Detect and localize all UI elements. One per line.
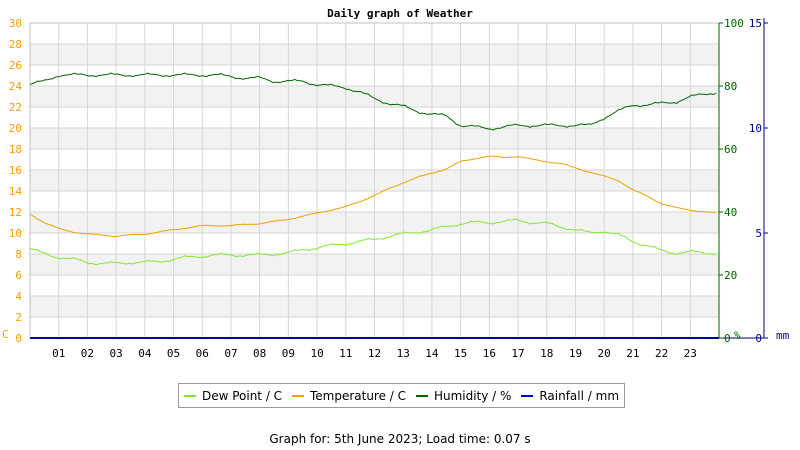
x-axis-tick-label: 12 — [368, 347, 381, 360]
left-axis-tick-label: 6 — [15, 269, 22, 282]
chart-title: Daily graph of Weather — [327, 7, 473, 20]
humidity-axis-tick-label: 20 — [724, 269, 737, 282]
x-axis-tick-label: 15 — [454, 347, 467, 360]
horizontal-gridlines — [30, 43, 719, 318]
vertical-gridlines — [58, 23, 691, 338]
x-axis-tick-label: 05 — [167, 347, 180, 360]
left-axis-tick-label: 22 — [9, 101, 22, 114]
series-line-temperature — [29, 155, 717, 237]
x-axis-tick-label: 11 — [339, 347, 352, 360]
humidity-axis-ticks: 0 20 40 60 80 100 — [719, 17, 744, 345]
rain-axis-unit-label: mm — [776, 329, 790, 342]
x-axis-tick-label: 21 — [626, 347, 639, 360]
left-axis-tick-label: 24 — [9, 80, 23, 93]
rain-axis-tick-label: 15 — [749, 17, 762, 30]
x-axis-tick-label: 02 — [81, 347, 94, 360]
humidity-axis-tick-label: 0 — [724, 332, 731, 345]
x-axis-tick-label: 09 — [282, 347, 295, 360]
footer-date: 5th June 2023 — [334, 432, 419, 446]
legend-swatch-dew-point — [183, 394, 196, 397]
legend-swatch-humidity — [415, 394, 428, 397]
x-axis-tick-label: 13 — [397, 347, 410, 360]
footer-separator: ; Load time: — [418, 432, 494, 446]
humidity-axis-tick-label: 80 — [724, 80, 737, 93]
x-axis-tick-label: 20 — [598, 347, 611, 360]
left-axis-tick-label: 18 — [9, 143, 22, 156]
left-axis-tick-label: 14 — [9, 185, 23, 198]
left-axis-tick-label: 8 — [15, 248, 22, 261]
x-axis-tick-label: 04 — [138, 347, 152, 360]
humidity-axis-tick-label: 100 — [724, 17, 744, 30]
humidity-axis-unit-label: % — [734, 329, 741, 342]
left-axis-unit-label: C — [2, 328, 9, 341]
legend-swatch-rainfall — [521, 394, 534, 397]
humidity-axis-tick-label: 40 — [724, 206, 737, 219]
left-axis-tick-label: 2 — [15, 311, 22, 324]
x-axis-tick-label: 17 — [511, 347, 524, 360]
axes — [29, 18, 765, 339]
left-axis-tick-label: 28 — [9, 38, 22, 51]
left-axis-tick-label: 26 — [9, 59, 22, 72]
footer-load-time: 0.07 s — [493, 432, 531, 446]
x-axis-tick-label: 01 — [52, 347, 65, 360]
legend-item-rainfall: Rainfall / mm — [521, 389, 619, 403]
series-line-humidity — [29, 72, 717, 131]
left-axis-tick-label: 4 — [15, 290, 22, 303]
x-axis-tick-label: 22 — [655, 347, 668, 360]
legend-item-dew-point: Dew Point / C — [183, 388, 283, 403]
legend-label-temperature: Temperature / C — [309, 388, 407, 403]
x-axis-tick-label: 18 — [540, 347, 553, 360]
rain-axis-tick-label: 0 — [755, 332, 762, 345]
x-axis-tick-label: 08 — [253, 347, 266, 360]
left-axis-tick-label: 0 — [15, 332, 22, 345]
x-axis-tick-label: 23 — [684, 347, 697, 360]
rain-axis-ticks: 0 5 10 15 — [749, 17, 768, 345]
footer: Graph for: 5th June 2023; Load time: 0.0… — [0, 432, 800, 446]
left-axis-tick-label: 10 — [9, 227, 22, 240]
left-axis-tick-label: 16 — [9, 164, 22, 177]
footer-prefix: Graph for: — [269, 432, 335, 446]
legend-item-humidity: Humidity / % — [415, 388, 512, 403]
legend-swatch-temperature — [291, 394, 304, 397]
x-axis-tick-label: 14 — [425, 347, 439, 360]
rain-axis-tick-label: 5 — [755, 227, 762, 240]
left-axis-tick-label: 30 — [9, 17, 22, 30]
x-axis-tick-label: 07 — [224, 347, 237, 360]
left-axis-tick-label: 12 — [9, 206, 22, 219]
x-axis-tick-label: 16 — [483, 347, 496, 360]
legend-label-rainfall: Rainfall / mm — [539, 388, 620, 403]
humidity-axis-tick-label: 60 — [724, 143, 737, 156]
legend: Dew Point / C Temperature / C Humidity /… — [178, 383, 625, 408]
x-axis-tick-label: 03 — [110, 347, 123, 360]
legend-label-dew-point: Dew Point / C — [201, 388, 283, 403]
x-axis-tick-label: 10 — [310, 347, 323, 360]
legend-label-humidity: Humidity / % — [433, 388, 512, 403]
series-line-dew-point — [29, 218, 717, 266]
legend-item-temperature: Temperature / C — [291, 388, 407, 403]
left-axis-tick-label: 20 — [9, 122, 22, 135]
rain-axis-tick-label: 10 — [749, 122, 762, 135]
x-axis-tick-label: 06 — [196, 347, 209, 360]
x-axis-ticks: 01 02 03 04 05 06 07 08 09 10 11 12 13 14 15 16 17 18 19 20… — [52, 347, 697, 360]
x-axis-tick-label: 19 — [569, 347, 582, 360]
